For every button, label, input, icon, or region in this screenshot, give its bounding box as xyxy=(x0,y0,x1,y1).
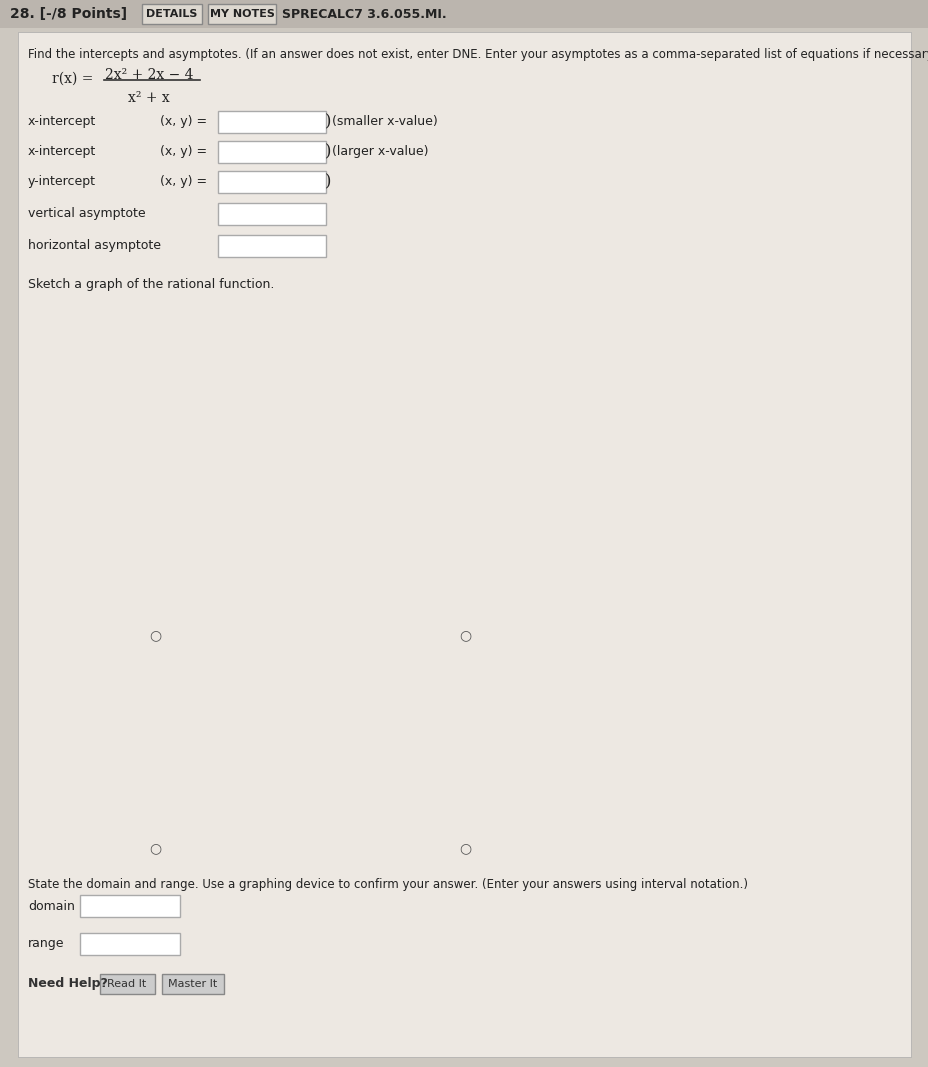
Bar xyxy=(218,235,326,257)
Bar xyxy=(218,141,326,163)
Text: ): ) xyxy=(325,143,331,160)
Text: (larger x-value): (larger x-value) xyxy=(331,145,428,159)
X-axis label: x: x xyxy=(690,824,698,837)
Text: 2x² + 2x − 4: 2x² + 2x − 4 xyxy=(105,68,193,82)
Bar xyxy=(208,4,276,23)
Text: Master It: Master It xyxy=(168,980,217,989)
Bar xyxy=(218,203,326,225)
Bar xyxy=(218,111,326,133)
Text: DETAILS: DETAILS xyxy=(146,9,198,19)
X-axis label: x: x xyxy=(308,824,316,837)
Text: x-intercept: x-intercept xyxy=(28,115,97,128)
Y-axis label: y: y xyxy=(275,460,282,473)
Y-axis label: y: y xyxy=(657,460,664,473)
Text: domain: domain xyxy=(28,899,75,912)
Text: ○: ○ xyxy=(148,628,161,642)
Text: ○: ○ xyxy=(458,628,470,642)
Text: (x, y) =: (x, y) = xyxy=(160,175,207,189)
Text: ○: ○ xyxy=(458,841,470,855)
Text: (x, y) =: (x, y) = xyxy=(160,145,207,159)
Text: Sketch a graph of the rational function.: Sketch a graph of the rational function. xyxy=(28,278,274,291)
Text: ): ) xyxy=(325,174,331,191)
Text: vertical asymptote: vertical asymptote xyxy=(28,207,146,221)
Y-axis label: y: y xyxy=(275,790,282,803)
Text: y-intercept: y-intercept xyxy=(28,175,96,189)
Text: range: range xyxy=(28,938,64,951)
X-axis label: x: x xyxy=(308,494,316,507)
Text: r(x) =: r(x) = xyxy=(52,71,94,86)
Text: Read It: Read It xyxy=(108,980,147,989)
Bar xyxy=(142,4,201,23)
Text: (x, y) =: (x, y) = xyxy=(160,115,207,128)
Bar xyxy=(80,895,180,917)
Text: Need Help?: Need Help? xyxy=(28,977,108,990)
Text: (smaller x-value): (smaller x-value) xyxy=(331,115,437,128)
Text: SPRECALC7 3.6.055.MI.: SPRECALC7 3.6.055.MI. xyxy=(282,7,446,20)
Text: x² + x: x² + x xyxy=(128,91,170,105)
Text: x-intercept: x-intercept xyxy=(28,145,97,159)
Text: ○: ○ xyxy=(148,841,161,855)
Bar xyxy=(218,171,326,193)
Text: ): ) xyxy=(325,113,331,130)
Bar xyxy=(161,974,224,994)
Text: MY NOTES: MY NOTES xyxy=(210,9,274,19)
Bar xyxy=(80,933,180,955)
Text: horizontal asymptote: horizontal asymptote xyxy=(28,239,161,253)
Y-axis label: y: y xyxy=(657,790,664,803)
Bar xyxy=(0,0,928,28)
Bar xyxy=(100,974,155,994)
Text: 28. [-/8 Points]: 28. [-/8 Points] xyxy=(10,7,127,21)
Text: Find the intercepts and asymptotes. (If an answer does not exist, enter DNE. Ent: Find the intercepts and asymptotes. (If … xyxy=(28,48,928,61)
Text: State the domain and range. Use a graphing device to confirm your answer. (Enter: State the domain and range. Use a graphi… xyxy=(28,878,747,891)
X-axis label: x: x xyxy=(690,494,698,507)
